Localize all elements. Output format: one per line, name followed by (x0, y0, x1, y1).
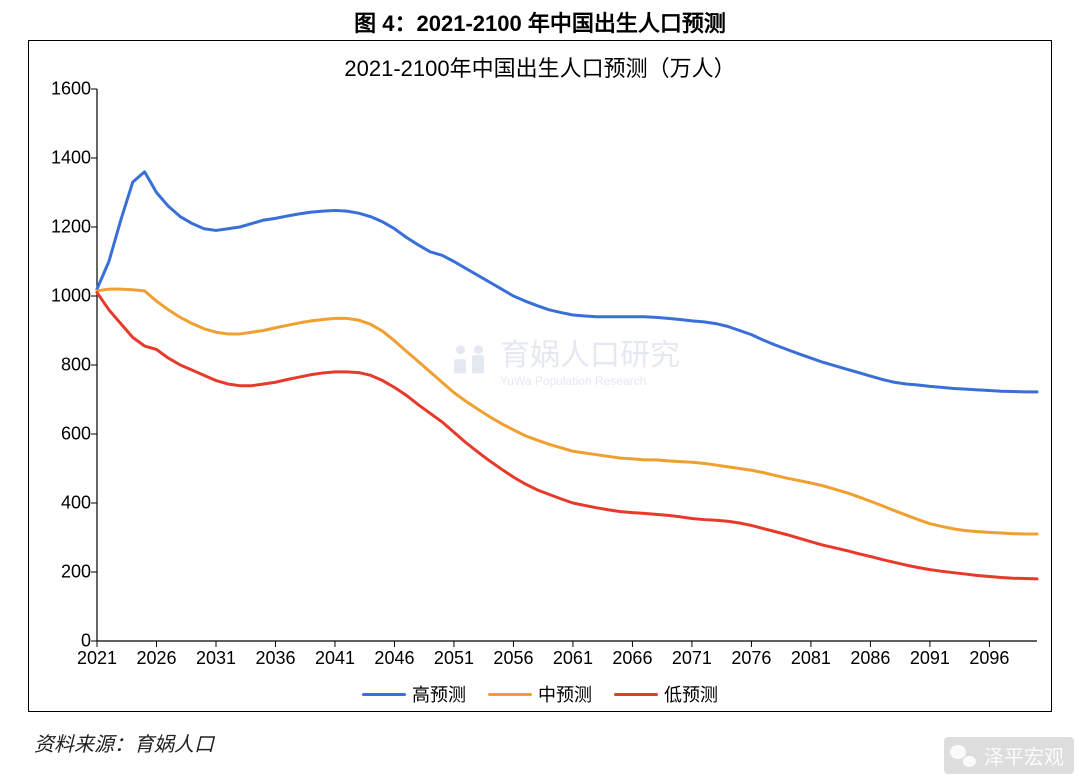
x-tick-label: 2036 (255, 648, 295, 669)
line-chart-svg (97, 89, 1037, 641)
y-tick-label: 800 (41, 355, 91, 376)
x-tick-label: 2056 (493, 648, 533, 669)
legend: 高预测 中预测 低预测 (29, 681, 1051, 707)
chart-container: 2021-2100年中国出生人口预测（万人） 育娲人口研究 YuWa Popul… (28, 40, 1052, 712)
legend-swatch (362, 693, 406, 696)
x-tick-label: 2096 (969, 648, 1009, 669)
y-tick-label: 1600 (41, 79, 91, 100)
y-tick-label: 1200 (41, 217, 91, 238)
x-tick-label: 2026 (136, 648, 176, 669)
x-tick-label: 2021 (77, 648, 117, 669)
legend-item: 中预测 (488, 681, 592, 707)
series-line (97, 293, 1037, 579)
y-tick-label: 200 (41, 562, 91, 583)
series-line (97, 289, 1037, 534)
y-tick-label: 400 (41, 493, 91, 514)
y-tick-label: 1000 (41, 286, 91, 307)
x-tick-label: 2071 (672, 648, 712, 669)
x-tick-label: 2041 (315, 648, 355, 669)
legend-label: 低预测 (664, 681, 718, 707)
source-label: 资料来源：育娲人口 (0, 712, 1080, 757)
plot-area: 育娲人口研究 YuWa Population Research 02004006… (97, 89, 1037, 641)
x-tick-label: 2046 (374, 648, 414, 669)
chart-title: 2021-2100年中国出生人口预测（万人） (29, 41, 1051, 83)
x-tick-label: 2076 (731, 648, 771, 669)
x-tick-label: 2061 (553, 648, 593, 669)
y-tick-label: 600 (41, 424, 91, 445)
x-tick-label: 2051 (434, 648, 474, 669)
x-tick-label: 2066 (612, 648, 652, 669)
y-tick-label: 1400 (41, 148, 91, 169)
legend-swatch (488, 693, 532, 696)
legend-swatch (614, 693, 658, 696)
legend-item: 低预测 (614, 681, 718, 707)
legend-label: 高预测 (412, 681, 466, 707)
legend-label: 中预测 (538, 681, 592, 707)
legend-item: 高预测 (362, 681, 466, 707)
x-tick-label: 2086 (850, 648, 890, 669)
figure-caption: 图 4：2021-2100 年中国出生人口预测 (0, 0, 1080, 40)
series-line (97, 172, 1037, 392)
x-tick-label: 2081 (791, 648, 831, 669)
x-tick-label: 2091 (910, 648, 950, 669)
x-tick-label: 2031 (196, 648, 236, 669)
